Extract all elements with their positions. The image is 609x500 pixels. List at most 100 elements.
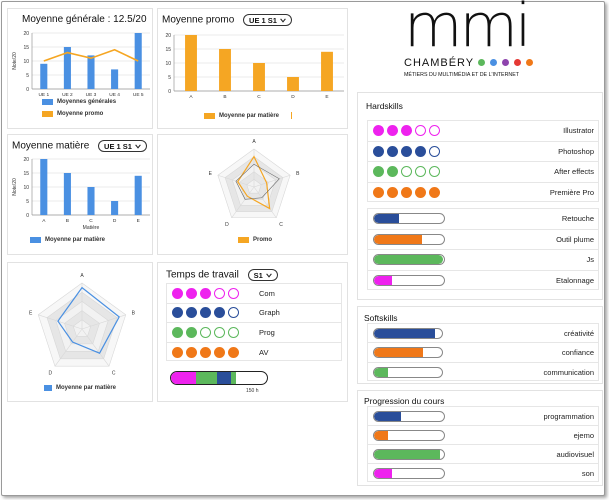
- filled-dot-icon: [401, 187, 412, 199]
- filled-dot-icon: [401, 145, 412, 157]
- skill-dots: [373, 187, 440, 199]
- chevron-down-icon: [135, 144, 141, 149]
- softskills-list: créativité confiance communication: [367, 323, 599, 381]
- skill-label: Etalonnage: [556, 276, 594, 286]
- moyenne-promo-chart: 0 5 10 15 20 A B C D E: [165, 33, 344, 100]
- skill-row: Outil plume: [368, 230, 598, 250]
- radar-axis-label: C: [112, 371, 116, 377]
- logo-dot-icon: [478, 59, 485, 66]
- filled-dot-icon: [200, 346, 211, 358]
- skill-row: Etalonnage: [368, 271, 598, 292]
- radar-axis-label: A: [80, 273, 84, 279]
- y-tick-label: 20: [23, 157, 29, 163]
- logo-dot-icon: [526, 59, 533, 66]
- moyenne-promo-header: Moyenne promo UE 1 S1: [162, 14, 292, 26]
- x-tick-label: B: [223, 94, 226, 100]
- mmi-logo: mmi CHAMBÉRY MÉTIERS DU MULTIMÉDIA ET DE…: [404, 0, 556, 88]
- promo-ue-dropdown[interactable]: UE 1 S1: [243, 14, 292, 26]
- skill-progress-fill: [374, 411, 401, 421]
- matiere-ue-dropdown[interactable]: UE 1 S1: [98, 140, 147, 152]
- skill-row: Graph: [167, 304, 341, 323]
- skill-row: Prog: [167, 323, 341, 343]
- legend-moyenne-par-matiere: Moyenne par matière: [30, 237, 105, 243]
- panel-moyenne-promo: Moyenne promo UE 1 S1 0 5 10 15 20 A B C D E Moye…: [157, 8, 348, 129]
- x-tick-label: C: [89, 218, 93, 224]
- y-tick-label: 0: [168, 89, 171, 95]
- skill-row: Illustrator: [368, 121, 598, 142]
- x-tick-label: D: [113, 218, 117, 224]
- semester-dropdown[interactable]: S1: [247, 269, 278, 281]
- y-tick-label: 0: [26, 213, 29, 219]
- filled-dot-icon: [172, 326, 183, 338]
- empty-dot-icon: [214, 326, 225, 338]
- filled-dot-icon: [172, 346, 183, 358]
- logo-dot-icon: [502, 59, 509, 66]
- temps-travail-header: Temps de travail S1: [166, 269, 278, 281]
- bar: [40, 63, 48, 89]
- temps-total-bar: [170, 371, 268, 385]
- empty-dot-icon: [228, 287, 239, 299]
- skill-row: audiovisuel: [368, 445, 598, 464]
- legend-marker: [291, 112, 293, 119]
- radar-axis: [253, 174, 291, 188]
- skill-progress-bar: [373, 346, 443, 358]
- radar-promo-chart: A B C D E: [209, 139, 300, 228]
- dropdown-value: S1: [253, 270, 263, 280]
- moyenne-promo-title: Moyenne promo: [162, 14, 235, 26]
- filled-dot-icon: [373, 125, 384, 137]
- skill-progress-bar: [373, 233, 445, 245]
- logo-dot-icon: [514, 59, 521, 66]
- skill-dots: [172, 287, 239, 299]
- legend-swatch: [204, 112, 215, 119]
- skill-dots: [172, 326, 239, 338]
- skill-label: Com: [259, 288, 275, 298]
- skill-row: communication: [368, 363, 598, 382]
- y-axis-label: Note/20: [12, 178, 18, 196]
- skill-row: ejemo: [368, 426, 598, 445]
- empty-dot-icon: [228, 326, 239, 338]
- skill-progress-bar: [373, 468, 445, 479]
- bar: [219, 49, 231, 91]
- bar: [87, 55, 95, 89]
- filled-dot-icon: [200, 287, 211, 299]
- panel-softskills: Softskills créativité confiance communicat…: [357, 306, 603, 384]
- filled-dot-icon: [172, 287, 183, 299]
- moyenne-matiere-chart: 0 5 10 15 20 A B C D E Note/20 Matière: [12, 157, 150, 231]
- hardskills-title: Hardskills: [366, 101, 403, 111]
- y-tick-label: 20: [165, 33, 171, 39]
- bar: [134, 33, 142, 89]
- x-axis-label: Matière: [83, 225, 100, 231]
- radar-axis-label: B: [132, 310, 136, 316]
- legend-moyennes-generales: Moyennes générales: [42, 99, 116, 105]
- filled-dot-icon: [214, 346, 225, 358]
- radar-axis-label: B: [296, 171, 300, 177]
- bar: [87, 187, 95, 215]
- dropdown-value: UE 1 S1: [249, 15, 277, 25]
- x-tick-label: D: [291, 94, 295, 100]
- empty-dot-icon: [429, 145, 440, 157]
- skill-progress-fill: [374, 469, 392, 478]
- legend-swatch: [42, 111, 53, 117]
- panel-radar-student: A B C D E Moyenne par matière: [7, 262, 153, 402]
- radar-axis-label: E: [29, 310, 33, 316]
- radar-axis: [38, 314, 83, 330]
- radar-axis-label: C: [279, 222, 283, 228]
- temps-travail-title: Temps de travail: [166, 269, 239, 281]
- x-tick-label: A: [189, 94, 193, 100]
- legend-label: Promo: [253, 237, 273, 243]
- skill-label: programmation: [543, 411, 594, 421]
- y-tick-label: 5: [168, 75, 171, 81]
- radar-axis-label: E: [209, 171, 213, 177]
- skill-row: Com: [167, 284, 341, 304]
- filled-dot-icon: [387, 166, 398, 178]
- filled-dot-icon: [186, 307, 197, 319]
- bar: [134, 175, 142, 215]
- filled-dot-icon: [401, 125, 412, 137]
- moyenne-generale-chart: 0 5 10 15 20 UE 1 UE 2 UE 3 UE 4 UE 5 Note/20: [12, 31, 150, 98]
- legend-swatch: [238, 237, 249, 243]
- skill-dots: [373, 166, 440, 178]
- empty-dot-icon: [401, 166, 412, 178]
- skill-label: Prog: [259, 327, 275, 337]
- moyenne-matiere-title: Moyenne matière: [12, 140, 90, 152]
- legend-label: Moyenne par matière: [219, 112, 280, 119]
